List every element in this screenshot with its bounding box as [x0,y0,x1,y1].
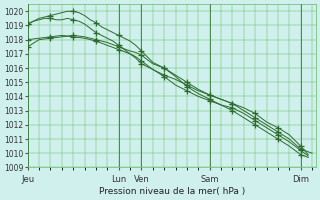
X-axis label: Pression niveau de la mer( hPa ): Pression niveau de la mer( hPa ) [99,187,245,196]
